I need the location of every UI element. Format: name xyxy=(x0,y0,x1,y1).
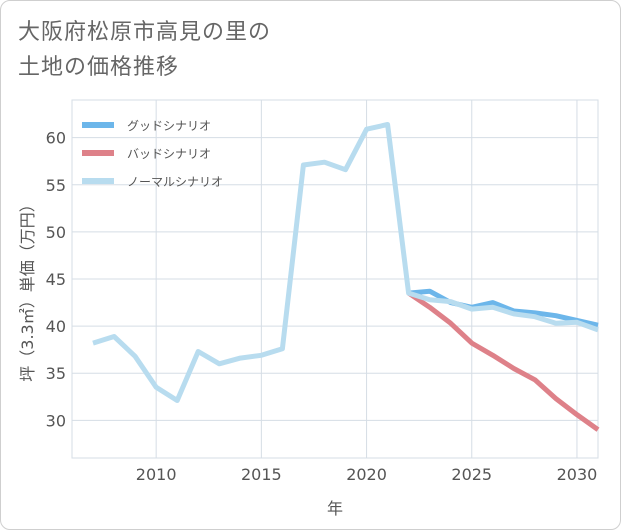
x-axis-ticks: 2010 2015 2020 2025 2030 xyxy=(136,465,598,484)
y-tick-label: 45 xyxy=(46,270,66,289)
legend-label-bad: バッドシナリオ xyxy=(127,147,211,161)
legend-label-normal: ノーマルシナリオ xyxy=(127,175,223,189)
y-tick-label: 60 xyxy=(46,129,66,148)
y-tick-label: 50 xyxy=(46,223,66,242)
series-line-normal xyxy=(92,122,599,403)
x-tick-label: 2025 xyxy=(451,465,492,484)
y-axis-ticks: 30 35 40 45 50 55 60 xyxy=(46,129,66,431)
series-lines xyxy=(92,122,600,432)
chart-title-line2: 土地の価格推移 xyxy=(18,55,180,80)
chart-title-line1: 大阪府松原市高見の里の xyxy=(18,20,272,45)
y-tick-label: 40 xyxy=(46,317,66,336)
legend-label-good: グッドシナリオ xyxy=(127,119,211,133)
series-line-bad xyxy=(407,291,600,432)
grid-lines xyxy=(71,99,599,459)
y-tick-label: 55 xyxy=(46,176,66,195)
x-axis-label: 年 xyxy=(327,499,343,518)
x-tick-label: 2020 xyxy=(346,465,387,484)
series-line-good xyxy=(408,288,599,328)
x-tick-label: 2030 xyxy=(557,465,598,484)
y-axis-label: 坪（3.3㎡）単価（万円） xyxy=(18,196,37,381)
chart-title: 大阪府松原市高見の里の 土地の価格推移 xyxy=(18,15,271,85)
x-tick-label: 2010 xyxy=(136,465,177,484)
y-tick-label: 30 xyxy=(46,411,66,430)
x-tick-label: 2015 xyxy=(241,465,282,484)
y-tick-label: 35 xyxy=(46,364,66,383)
